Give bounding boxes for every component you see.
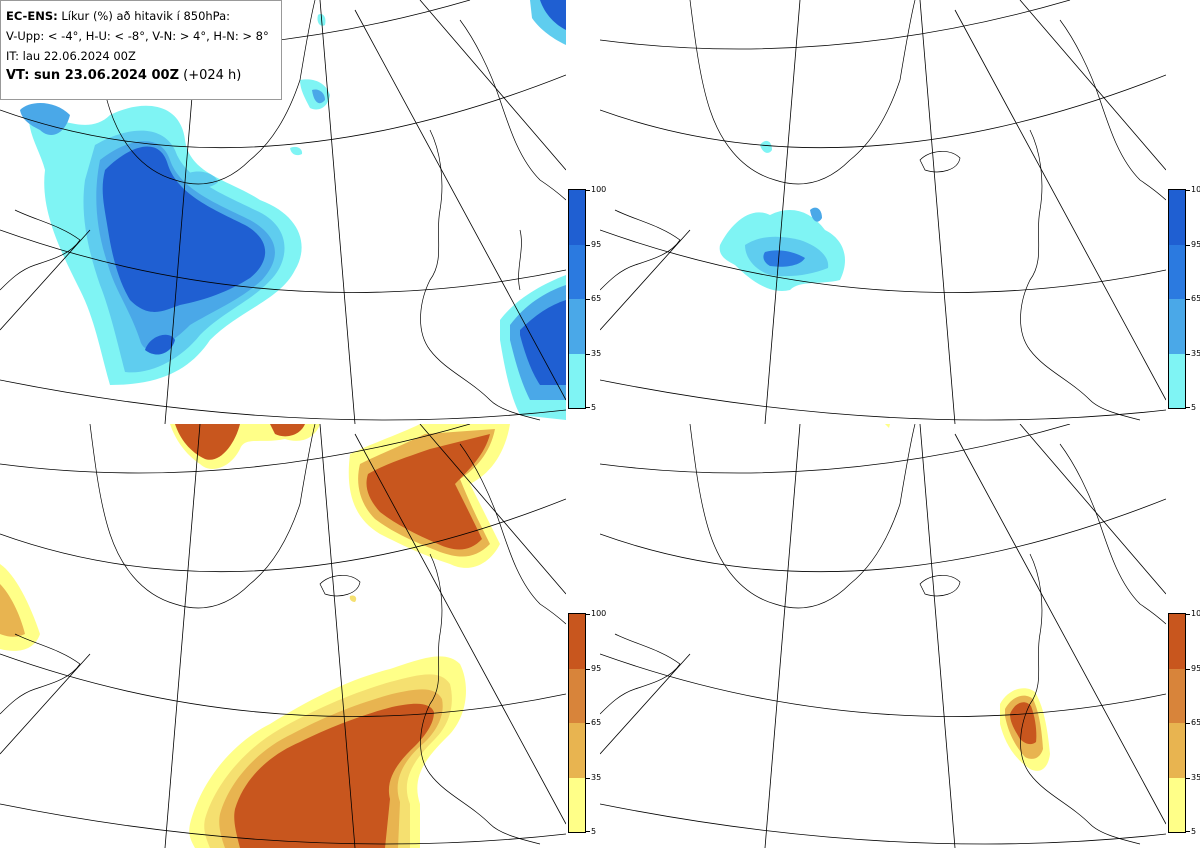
colorbar-tick-label: 65	[1191, 294, 1200, 303]
map-panel-warm-4	[0, 424, 566, 848]
probability-field	[719, 140, 845, 291]
colorbar-tick-label: 5	[591, 827, 597, 836]
colorbar-warm-bottom-right: 100 95 65 35 5	[1168, 610, 1200, 836]
map-panel-warm-8	[600, 424, 1166, 848]
colorbar-tick-label: 100	[1191, 185, 1200, 194]
coastlines	[0, 424, 566, 845]
probability-field	[0, 424, 510, 848]
legend-lead-time: (+024 h)	[179, 68, 242, 83]
map-canvas	[600, 424, 1166, 848]
colorbar-tick-label: 100	[591, 609, 607, 618]
colorbar-tick-label: 65	[591, 718, 602, 727]
legend-title: Líkur (%) að hitavik í 850hPa:	[57, 9, 231, 23]
colorbar-tick-label: 35	[1191, 349, 1200, 358]
legend-box: EC-ENS: Líkur (%) að hitavik í 850hPa: V…	[0, 0, 282, 100]
colorbar-tick-label: 100	[1191, 609, 1200, 618]
colorbar-tick-label: 35	[1191, 773, 1200, 782]
legend-line-3: IT: lau 22.06.2024 00Z	[6, 49, 136, 63]
probability-field	[20, 0, 566, 420]
legend-valid-time: VT: sun 23.06.2024 00Z	[6, 68, 179, 83]
colorbar-tick-label: 95	[1191, 664, 1200, 673]
legend-line-1: EC-ENS: Líkur (%) að hitavik í 850hPa:	[6, 6, 276, 26]
legend-line-4: VT: sun 23.06.2024 00Z (+024 h)	[6, 66, 276, 86]
legend-line-2: V-Upp: < -4°, H-U: < -8°, V-N: > 4°, H-N…	[6, 29, 269, 43]
map-canvas	[600, 0, 1166, 424]
colorbar-tick-label: 35	[591, 773, 602, 782]
coastlines	[600, 424, 1166, 845]
colorbar-tick-label: 65	[1191, 718, 1200, 727]
colorbar-tick-label: 95	[591, 664, 602, 673]
colorbar-tick-label: 95	[591, 240, 602, 249]
map-canvas	[0, 0, 566, 424]
map-canvas	[0, 424, 566, 848]
colorbar-tick-label: 95	[1191, 240, 1200, 249]
map-panel-cold-8	[600, 0, 1166, 424]
colorbar-cold-top-right: 100 95 65 35 5	[1168, 186, 1200, 412]
colorbar-tick-label: 5	[591, 403, 597, 412]
probability-field	[885, 424, 1050, 771]
colorbar-tick-label: 35	[591, 349, 602, 358]
colorbar-tick-label: 5	[1191, 827, 1197, 836]
coastlines	[0, 0, 566, 421]
colorbar-tick-label: 100	[591, 185, 607, 194]
graticule	[600, 0, 1166, 424]
colorbar-tick-label: 5	[1191, 403, 1197, 412]
legend-model: EC-ENS:	[6, 9, 58, 23]
graticule	[600, 424, 1166, 848]
map-panel-cold-4	[0, 0, 566, 424]
colorbar-cold-top-left: 100 95 65 35 5	[568, 186, 606, 412]
coastlines	[600, 0, 1166, 421]
colorbar-warm-bottom-left: 100 95 65 35 5	[568, 610, 606, 836]
graticule	[0, 424, 566, 848]
colorbar-tick-label: 65	[591, 294, 602, 303]
